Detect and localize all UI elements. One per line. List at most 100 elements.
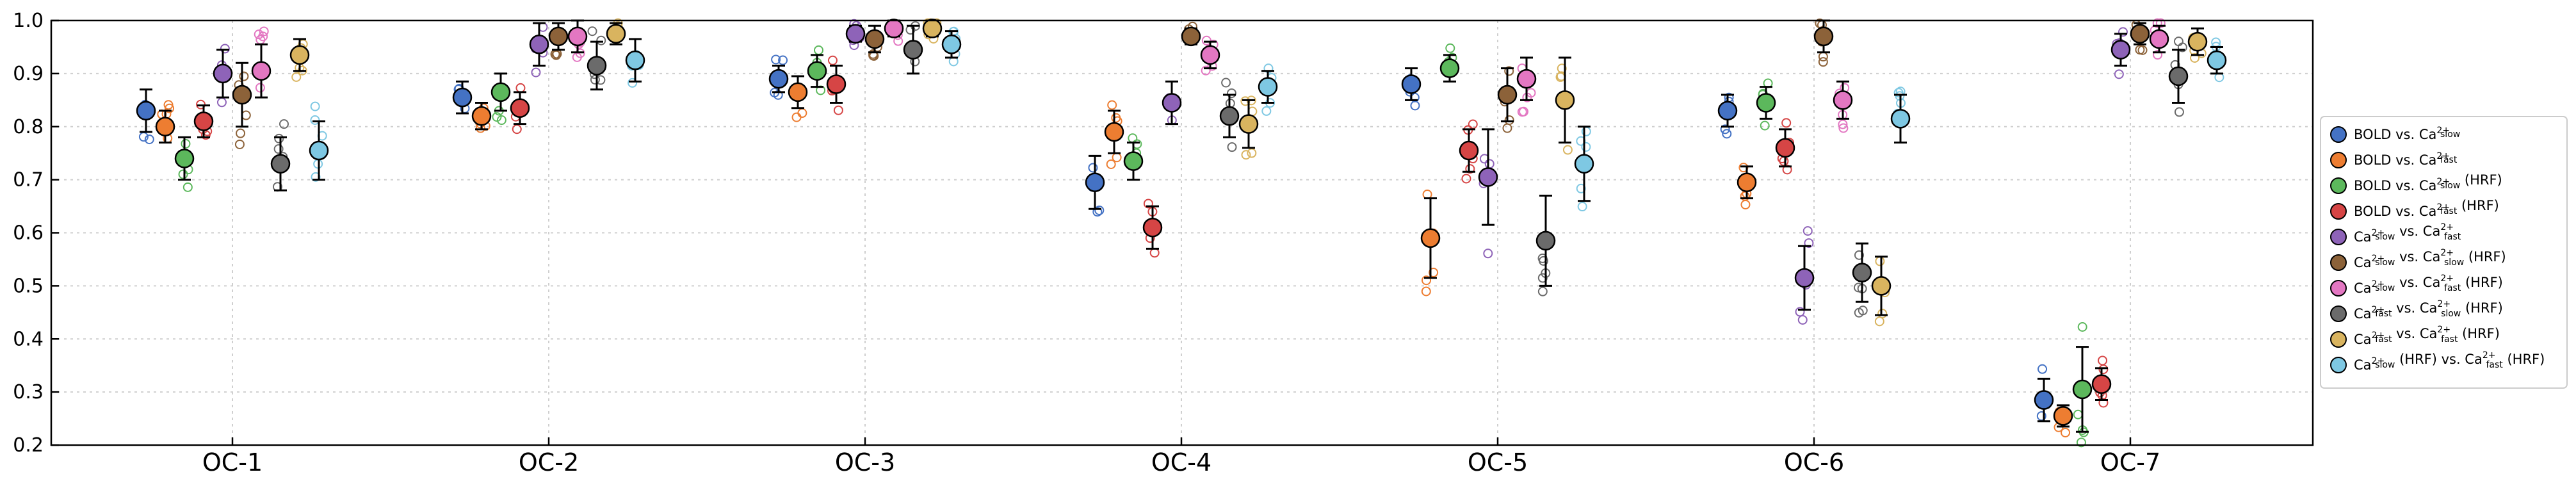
subject-point bbox=[778, 55, 788, 65]
mean-point bbox=[510, 98, 530, 118]
legend-label-part: (HRF) bbox=[2461, 300, 2503, 316]
legend-marker bbox=[2330, 152, 2347, 168]
subject-point bbox=[1893, 88, 1904, 98]
subject-point bbox=[1422, 275, 1432, 286]
subject-point bbox=[1782, 165, 1792, 175]
subject-point bbox=[1421, 286, 1431, 297]
legend-marker bbox=[2330, 280, 2347, 297]
subject-point bbox=[2098, 398, 2109, 408]
subject-point bbox=[2098, 364, 2109, 375]
legend-label-part: fast bbox=[2444, 283, 2461, 293]
subject-point bbox=[1720, 124, 1730, 134]
subject-point bbox=[1537, 273, 1548, 283]
subject-point bbox=[1484, 159, 1495, 169]
legend-label: Ca2+slow vs. Ca2+ fast (HRF) bbox=[2354, 273, 2503, 296]
mean-point bbox=[232, 85, 252, 105]
legend-label-part: 2+ bbox=[2436, 177, 2450, 187]
subject-point bbox=[1581, 142, 1591, 152]
legend-label-part: 2+ bbox=[2440, 222, 2454, 232]
subject-point bbox=[2037, 364, 2048, 374]
mean-point bbox=[1181, 26, 1201, 47]
subject-point bbox=[1740, 199, 1751, 209]
mean-point bbox=[136, 101, 156, 121]
mean-point bbox=[490, 82, 511, 102]
subject-point bbox=[1410, 101, 1420, 111]
mean-point bbox=[2130, 24, 2150, 44]
mean-point bbox=[1574, 154, 1594, 174]
subject-point bbox=[1201, 65, 1211, 76]
mean-point bbox=[2149, 29, 2169, 49]
subject-point bbox=[1128, 133, 1138, 143]
legend-label-part: 2+ bbox=[2372, 279, 2385, 289]
legend-label-part: fast bbox=[2375, 309, 2392, 319]
legend-label-part: BOLD vs. Ca bbox=[2354, 152, 2436, 168]
mean-point bbox=[193, 111, 214, 131]
subject-point bbox=[2076, 437, 2086, 448]
mean-point bbox=[807, 61, 827, 81]
legend-label: Ca2+fast vs. Ca2+ slow (HRF) bbox=[2354, 299, 2503, 321]
subject-point bbox=[1429, 268, 1439, 278]
subject-point bbox=[1247, 148, 1257, 158]
subject-point bbox=[1221, 77, 1231, 88]
legend-marker bbox=[2330, 126, 2347, 143]
legend-label-part: vs. Ca bbox=[2395, 275, 2440, 290]
subject-point bbox=[144, 134, 154, 145]
subject-point bbox=[1107, 100, 1117, 110]
legend-entry: Ca2+slow vs. Ca2+ fast bbox=[2330, 222, 2461, 245]
mean-point bbox=[1516, 69, 1537, 89]
mean-point bbox=[2072, 379, 2093, 400]
mean-point bbox=[452, 87, 473, 108]
subject-point bbox=[1226, 88, 1236, 99]
mean-point bbox=[1794, 268, 1815, 288]
subject-point bbox=[1562, 145, 1573, 155]
y-tick-label: 0.3 bbox=[13, 381, 44, 403]
mean-point bbox=[1142, 217, 1163, 238]
grid-lines bbox=[51, 20, 2313, 446]
legend-label-part: 2+ bbox=[2440, 273, 2454, 284]
mean-point bbox=[1200, 45, 1220, 65]
subject-point bbox=[1149, 248, 1160, 258]
legend-label: BOLD vs. Ca2+fast (HRF) bbox=[2354, 198, 2499, 219]
legend-entry: Ca2+fast vs. Ca2+ slow (HRF) bbox=[2330, 299, 2503, 322]
subject-point bbox=[178, 169, 188, 179]
legend-label-part: fast bbox=[2444, 232, 2461, 242]
mean-point bbox=[529, 35, 549, 54]
subject-point bbox=[771, 54, 781, 65]
subject-point bbox=[2036, 411, 2046, 421]
legend-marker bbox=[2330, 357, 2347, 373]
mean-point bbox=[1833, 90, 1853, 110]
subject-point bbox=[1722, 129, 1732, 139]
mean-point bbox=[625, 50, 645, 70]
mean-point bbox=[1717, 101, 1738, 121]
legend-box bbox=[2320, 116, 2568, 389]
mean-point bbox=[1258, 77, 1278, 97]
data-points bbox=[136, 18, 2227, 448]
mean-point bbox=[1478, 167, 1498, 187]
subject-point bbox=[2098, 355, 2108, 366]
x-tick-label: OC-2 bbox=[519, 448, 579, 476]
subject-point bbox=[1094, 205, 1105, 215]
legend-label: BOLD vs. Ca2+slow (HRF) bbox=[2354, 172, 2502, 193]
legend-label-part: 2+ bbox=[2436, 151, 2450, 161]
legend-label-part: slow bbox=[2375, 283, 2395, 293]
legend-label-part: slow bbox=[2375, 257, 2395, 268]
mean-point bbox=[471, 106, 492, 126]
legend-label-part: Ca bbox=[2354, 281, 2372, 296]
legend-label-part: Ca bbox=[2354, 357, 2372, 373]
legend-label-part: 2+ bbox=[2372, 254, 2385, 264]
legend-label-part: vs. Ca bbox=[2392, 300, 2437, 316]
legend-label-part: slow bbox=[2440, 181, 2460, 191]
legend-label-part: vs. Ca bbox=[2395, 224, 2440, 239]
legend-label: Ca2+slow vs. Ca2+ slow (HRF) bbox=[2354, 248, 2506, 270]
subject-point bbox=[1227, 142, 1237, 152]
legend-entry: Ca2+slow (HRF) vs. Ca2+ fast (HRF) bbox=[2330, 350, 2545, 373]
mean-point bbox=[1104, 122, 1124, 142]
legend-label-part: (HRF) bbox=[2457, 198, 2499, 213]
legend-label-part: Ca bbox=[2354, 306, 2372, 321]
legend-label-part: BOLD vs. Ca bbox=[2354, 127, 2436, 142]
legend-label-part: slow bbox=[2375, 360, 2395, 370]
mean-point bbox=[155, 117, 175, 136]
legend-label-part: (HRF) vs. Ca bbox=[2395, 352, 2482, 367]
mean-point bbox=[2207, 50, 2227, 70]
